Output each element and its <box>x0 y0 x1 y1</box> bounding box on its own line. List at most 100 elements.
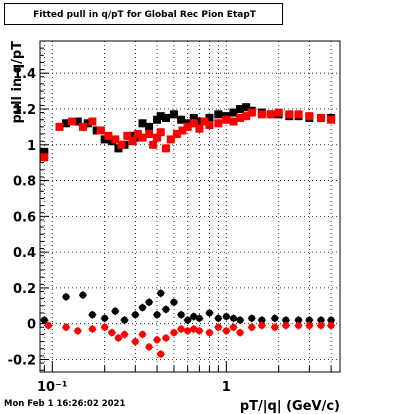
data-point <box>327 316 335 324</box>
data-point <box>153 311 161 319</box>
y-tick-label: 0 <box>27 318 36 333</box>
data-point <box>96 126 105 135</box>
data-point <box>294 110 303 119</box>
data-point <box>111 307 119 315</box>
data-point <box>195 124 204 133</box>
data-point <box>178 126 187 135</box>
data-point <box>222 327 230 335</box>
data-point <box>73 117 82 126</box>
data-point <box>156 112 165 121</box>
data-point <box>271 323 279 331</box>
data-point <box>88 311 96 319</box>
data-point <box>230 314 238 322</box>
data-points <box>40 103 336 359</box>
y-tick-label: 0.4 <box>13 246 36 261</box>
data-point <box>305 112 314 121</box>
data-point <box>205 113 214 122</box>
data-point <box>138 133 147 142</box>
data-point <box>156 128 165 137</box>
data-point <box>195 117 204 126</box>
data-point <box>305 316 313 324</box>
data-point <box>128 137 137 146</box>
data-point <box>145 298 153 306</box>
data-point <box>274 108 283 117</box>
data-point <box>153 133 162 142</box>
data-point <box>305 321 313 329</box>
data-point <box>184 316 192 324</box>
y-tick-label: 0.8 <box>13 175 36 190</box>
axis-ticks <box>40 47 332 372</box>
data-point <box>214 119 223 128</box>
data-point <box>170 298 178 306</box>
data-point <box>200 117 209 126</box>
data-point <box>157 289 165 297</box>
data-point <box>242 112 251 121</box>
data-point <box>108 329 116 337</box>
data-point <box>101 323 109 331</box>
data-point <box>222 115 231 124</box>
data-point <box>101 314 109 322</box>
data-point <box>177 325 185 333</box>
data-point <box>88 325 96 333</box>
data-point <box>83 119 92 128</box>
data-point <box>114 334 122 342</box>
data-point <box>161 113 170 122</box>
data-point <box>40 316 48 324</box>
data-point <box>40 147 49 156</box>
title-box: Fitted pull in q/pT for Global Rec Pion … <box>4 3 283 25</box>
data-point <box>266 110 275 119</box>
y-tick-label: 1.2 <box>13 103 36 118</box>
data-point <box>149 140 158 149</box>
data-point <box>139 330 147 338</box>
data-point <box>177 311 185 319</box>
data-point <box>317 321 325 329</box>
data-point <box>166 135 175 144</box>
data-point <box>121 316 129 324</box>
x-axis-label: pT/|q| (GeV/c) <box>240 399 340 414</box>
data-point <box>236 316 244 324</box>
data-point <box>258 316 266 324</box>
chart-title: Fitted pull in q/pT for Global Rec Pion … <box>33 10 256 20</box>
data-point <box>62 323 70 331</box>
data-point <box>40 153 49 162</box>
data-point <box>295 316 303 324</box>
data-point <box>153 336 161 344</box>
data-point <box>189 113 198 122</box>
data-point <box>104 131 113 140</box>
data-point <box>162 334 170 342</box>
data-point <box>282 316 290 324</box>
data-point <box>139 304 147 312</box>
data-point <box>138 119 147 128</box>
data-point <box>327 321 335 329</box>
data-point <box>157 350 165 358</box>
data-point <box>282 321 290 329</box>
data-point <box>88 117 97 126</box>
data-point <box>229 108 238 117</box>
data-point <box>317 113 326 122</box>
data-point <box>205 329 213 337</box>
data-point <box>145 122 154 131</box>
data-point <box>230 323 238 331</box>
data-point <box>161 144 170 153</box>
data-point <box>214 314 222 322</box>
data-point <box>145 130 154 139</box>
y-tick-label: 1 <box>27 139 36 154</box>
data-point <box>177 115 186 124</box>
data-point <box>327 115 336 124</box>
data-point <box>242 103 251 112</box>
data-point <box>121 330 129 338</box>
data-point <box>172 130 181 139</box>
data-point <box>247 108 256 117</box>
data-point <box>229 117 238 126</box>
data-point <box>169 110 178 119</box>
data-point <box>55 122 64 131</box>
data-point <box>62 293 70 301</box>
y-tick-label: -0.2 <box>8 353 36 368</box>
data-point <box>248 323 256 331</box>
data-point <box>131 338 139 346</box>
data-point <box>74 327 82 335</box>
x-tick-label: 10⁻¹ <box>37 380 68 395</box>
data-point <box>236 104 245 113</box>
data-point <box>222 313 230 321</box>
data-point <box>248 314 256 322</box>
